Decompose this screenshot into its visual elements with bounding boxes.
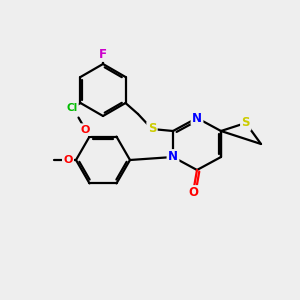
Text: N: N bbox=[168, 151, 178, 164]
Text: O: O bbox=[188, 187, 198, 200]
Text: O: O bbox=[63, 155, 73, 165]
Text: S: S bbox=[148, 122, 156, 136]
Text: Cl: Cl bbox=[66, 103, 77, 113]
Text: O: O bbox=[81, 125, 90, 135]
Text: S: S bbox=[242, 116, 250, 130]
Text: N: N bbox=[192, 112, 202, 124]
Text: F: F bbox=[99, 47, 107, 61]
